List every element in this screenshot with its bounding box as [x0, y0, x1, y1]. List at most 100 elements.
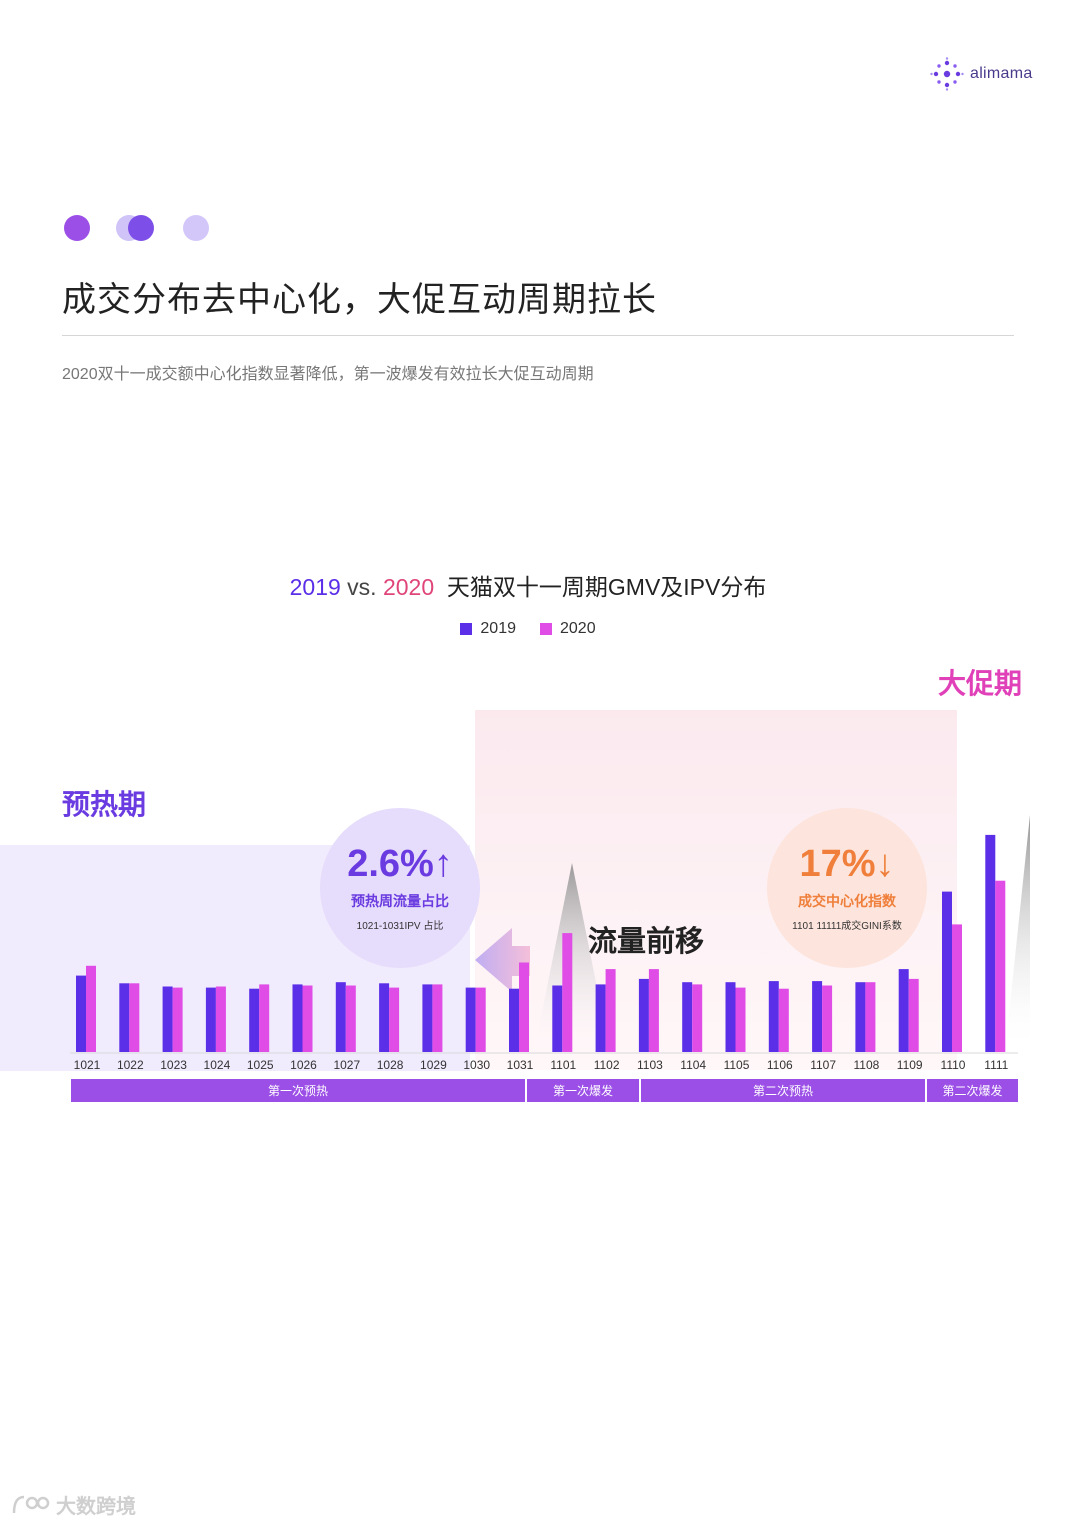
- bar-2019-1108: [855, 982, 866, 1052]
- x-tick-1102: 1102: [594, 1058, 620, 1072]
- ipv-share-callout: 2.6%↑ 预热周流量占比 1021-1031IPV 占比: [320, 808, 480, 968]
- ipv-share-value: 2.6%: [347, 842, 434, 885]
- x-tick-1027: 1027: [333, 1058, 360, 1072]
- x-tick-1031: 1031: [507, 1058, 534, 1072]
- bar-2019-1105: [725, 982, 736, 1052]
- bar-2020-1024: [215, 986, 226, 1052]
- legend-swatch-2019: [460, 623, 473, 635]
- x-tick-1103: 1103: [637, 1058, 663, 1072]
- brand-name: alimama: [970, 65, 1033, 82]
- bar-2019-1021: [76, 975, 86, 1052]
- arrow-up-icon: ↑: [433, 842, 453, 885]
- x-tick-1108: 1108: [853, 1058, 879, 1072]
- watermark-logo-icon: [12, 1495, 50, 1513]
- bar-2019-1107: [812, 981, 823, 1052]
- gini-note: 1101 11111成交GINI系数: [792, 920, 902, 932]
- bar-2020-1108: [865, 982, 876, 1052]
- x-tick-1109: 1109: [897, 1058, 923, 1072]
- bar-2019-1109: [898, 969, 909, 1052]
- bar-2019-1026: [292, 984, 303, 1052]
- legend-swatch-2020: [540, 623, 552, 635]
- legend-item-2019: 2019: [460, 620, 516, 638]
- page-subtitle: 2020双十一成交额中心化指数显著降低，第一波爆发有效拉长大促互动周期: [62, 366, 594, 383]
- alimama-logo-icon: [930, 57, 964, 91]
- legend-label-2019: 2019: [480, 620, 516, 637]
- bar-2019-1022: [119, 983, 130, 1052]
- chart-title-rest: 天猫双十一周期GMV及IPV分布: [434, 574, 767, 600]
- flow-shift-label: 流量前移: [588, 926, 705, 958]
- bar-2020-1029: [432, 984, 443, 1052]
- bar-2020-1101: [562, 933, 573, 1052]
- gini-value-row: 17%↓: [799, 845, 894, 883]
- bar-2020-1023: [172, 987, 183, 1052]
- legend-item-2020: 2020: [540, 620, 596, 638]
- x-tick-1030: 1030: [463, 1058, 490, 1072]
- bar-2020-1109: [908, 978, 919, 1052]
- phase-first-preheat: 第一次预热: [71, 1079, 525, 1102]
- bar-2019-1031: [509, 988, 519, 1052]
- bar-2020-1102: [605, 969, 616, 1052]
- gini-label: 成交中心化指数: [798, 892, 896, 909]
- phase-second-burst: 第二次爆发: [927, 1079, 1018, 1102]
- chart-title-year1: 2019: [289, 574, 341, 600]
- bar-2020-1030: [475, 987, 486, 1052]
- x-tick-1101: 1101: [550, 1058, 576, 1072]
- x-tick-1029: 1029: [420, 1058, 447, 1072]
- x-tick-1111: 1111: [984, 1058, 1008, 1072]
- x-tick-1105: 1105: [724, 1058, 750, 1072]
- bar-2020-1025: [259, 984, 270, 1052]
- phase-first-burst: 第一次爆发: [527, 1079, 639, 1102]
- bar-2019-1103: [638, 978, 649, 1052]
- gini-callout: 17%↓ 成交中心化指数 1101 11111成交GINI系数: [767, 808, 927, 968]
- bar-2020-1107: [822, 985, 833, 1052]
- decor-dot-1: [64, 215, 90, 241]
- x-tick-1107: 1107: [810, 1058, 836, 1072]
- arrow-down-icon: ↓: [875, 842, 895, 885]
- page-title: 成交分布去中心化，大促互动周期拉长: [62, 281, 657, 319]
- bar-2019-1023: [162, 986, 173, 1052]
- bar-2019-1106: [768, 981, 779, 1052]
- bars-group: [76, 834, 1006, 1052]
- bar-2019-1024: [205, 987, 216, 1052]
- bar-2019-1104: [682, 982, 693, 1052]
- preheat-period-label: 预热期: [62, 789, 147, 820]
- brand-logo: alimama: [930, 57, 1033, 91]
- x-tick-labels: 1021 1022 1023 1024 1025 1026 1027 1028 1029 1030…: [74, 1058, 1009, 1072]
- flow-spike-right: [1005, 815, 1030, 1052]
- promo-period-label: 大促期: [938, 668, 1023, 699]
- chart-title-year2: 2020: [382, 574, 435, 600]
- watermark: 大数跨境: [10, 1490, 136, 1519]
- flow-shift-arrow: [475, 928, 530, 992]
- chart-title-vs: vs.: [340, 574, 383, 600]
- x-tick-1106: 1106: [767, 1058, 793, 1072]
- x-tick-1104: 1104: [680, 1058, 706, 1072]
- title-divider: [62, 335, 1014, 336]
- bar-2020-1105: [735, 987, 746, 1052]
- gini-value: 17%: [799, 842, 876, 885]
- bar-2020-1110: [952, 924, 962, 1052]
- decor-dot-3: [128, 215, 154, 241]
- bar-2019-1027: [335, 982, 346, 1052]
- bar-2020-1027: [345, 985, 356, 1052]
- bar-2019-1110: [942, 891, 952, 1052]
- x-tick-1024: 1024: [204, 1058, 231, 1072]
- bar-2020-1022: [129, 983, 140, 1052]
- bar-2020-1031: [519, 962, 529, 1052]
- bar-2020-1106: [778, 988, 789, 1052]
- bar-2020-1028: [389, 987, 400, 1052]
- bar-2019-1101: [552, 985, 563, 1052]
- watermark-text: 大数跨境: [56, 1496, 136, 1518]
- bar-2019-1029: [422, 984, 433, 1052]
- bar-2019-1111: [985, 834, 996, 1052]
- decor-dot-4: [183, 215, 209, 241]
- x-tick-1021: 1021: [74, 1058, 101, 1072]
- bar-2020-1103: [648, 969, 659, 1052]
- bar-2020-1026: [302, 985, 313, 1052]
- ipv-share-label: 预热周流量占比: [351, 892, 449, 909]
- x-tick-1023: 1023: [160, 1058, 187, 1072]
- chart-title: 2019 vs. 2020 天猫双十一周期GMV及IPV分布: [0, 568, 1056, 602]
- chart-legend: 2019 2020: [0, 620, 1056, 638]
- legend-label-2020: 2020: [560, 620, 596, 637]
- phase-second-preheat: 第二次预热: [641, 1079, 925, 1102]
